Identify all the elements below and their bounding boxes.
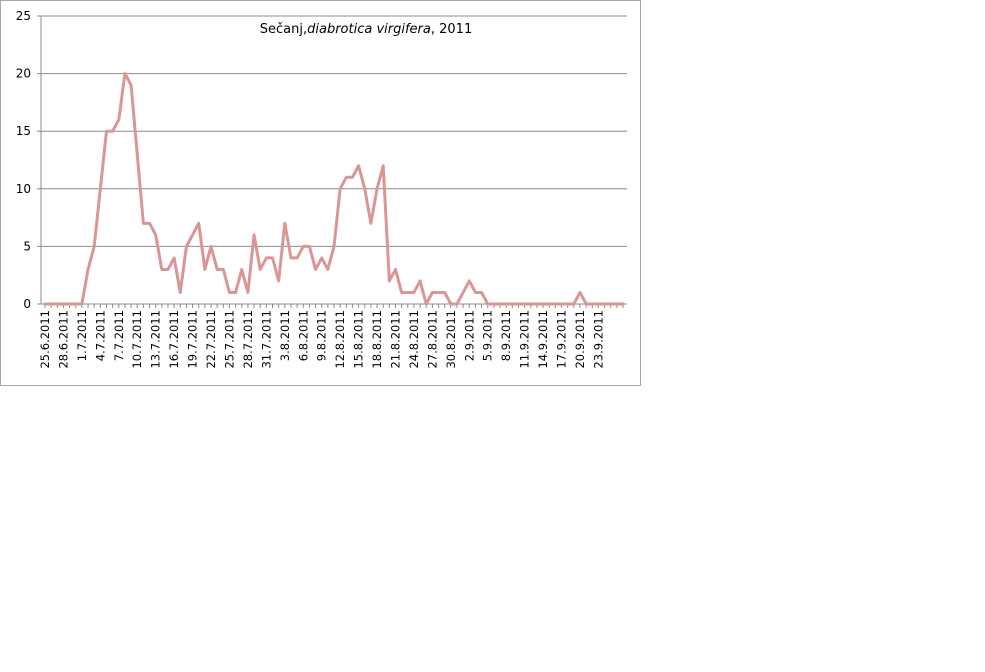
axes [40, 16, 627, 308]
series-line [43, 72, 625, 306]
x-axis-ticks: 25.6.2011 28.6.2011 1.7.2011 4.7.2011 7.7.20… [38, 310, 605, 369]
x-tick-label: 2.9.2011 [462, 310, 476, 361]
x-tick-label: 12.8.2011 [333, 310, 347, 369]
x-tick-label: 23.9.2011 [591, 310, 605, 369]
y-tick-label: 10 [16, 182, 31, 196]
y-tick-label: 15 [16, 124, 31, 138]
x-tick-label: 15.8.2011 [352, 310, 366, 369]
x-tick-label: 18.8.2011 [370, 310, 384, 369]
x-tick-label: 14.9.2011 [536, 310, 550, 369]
x-tick-label: 11.9.2011 [518, 310, 532, 369]
x-tick-label: 5.9.2011 [481, 310, 495, 361]
chart-title: Sečanj,diabrotica virgifera, 2011 [260, 22, 472, 37]
x-tick-label: 19.7.2011 [186, 310, 200, 369]
x-tick-label: 22.7.2011 [204, 310, 218, 369]
x-tick-label: 10.7.2011 [130, 310, 144, 369]
x-tick-label: 25.7.2011 [222, 310, 236, 369]
x-tick-label: 1.7.2011 [75, 310, 89, 361]
x-tick-label: 6.8.2011 [296, 310, 310, 361]
x-tick-label: 16.7.2011 [167, 310, 181, 369]
title-part: Sečanj, [260, 22, 307, 37]
x-tick-label: 24.8.2011 [407, 310, 421, 369]
x-tick-label: 9.8.2011 [315, 310, 329, 361]
x-tick-label: 20.9.2011 [573, 310, 587, 369]
series [43, 72, 625, 306]
x-tick-label: 30.8.2011 [444, 310, 458, 369]
x-tick-label: 28.7.2011 [241, 310, 255, 369]
x-tick-label: 25.6.2011 [38, 310, 52, 369]
x-tick-label: 31.7.2011 [259, 310, 273, 369]
x-tick-label: 28.6.2011 [56, 310, 70, 369]
gridlines [37, 15, 627, 305]
y-tick-label: 5 [23, 239, 31, 253]
y-tick-label: 20 [16, 67, 31, 81]
chart-frame [0, 0, 641, 386]
x-tick-label: 4.7.2011 [93, 310, 107, 361]
title-part: , 2011 [431, 22, 472, 37]
y-tick-label: 0 [23, 297, 31, 311]
x-tick-label: 8.9.2011 [499, 310, 513, 361]
x-tick-label: 17.9.2011 [555, 310, 569, 369]
x-tick-label: 13.7.2011 [149, 310, 163, 369]
y-axis-ticks: 0 5 10 15 20 25 [16, 9, 31, 311]
x-tick-label: 3.8.2011 [278, 310, 292, 361]
x-tick-label: 27.8.2011 [425, 310, 439, 369]
y-tick-label: 25 [16, 9, 31, 23]
x-tick-label: 7.7.2011 [112, 310, 126, 361]
x-tick-label: 21.8.2011 [388, 310, 402, 369]
title-part: diabrotica virgifera [307, 22, 431, 37]
